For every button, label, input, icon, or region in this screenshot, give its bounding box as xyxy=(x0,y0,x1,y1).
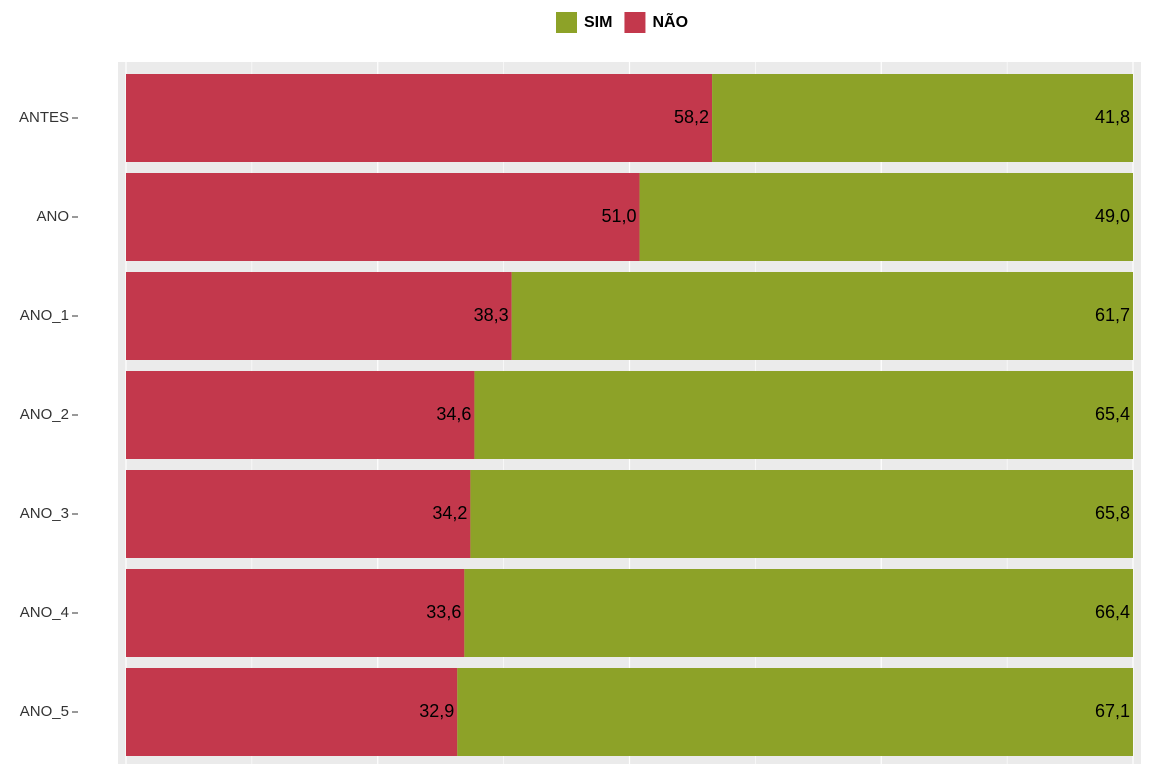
y-tick-label: ANO xyxy=(36,208,69,225)
value-label: 34,2 xyxy=(432,503,467,523)
bar-segment xyxy=(126,470,471,558)
value-label: 65,8 xyxy=(1095,503,1130,523)
bar-segment xyxy=(474,371,1133,459)
bar-segment xyxy=(126,272,512,360)
bar-segment xyxy=(126,371,475,459)
value-label: 51,0 xyxy=(602,206,637,226)
bar-segment xyxy=(126,668,458,756)
bar-segment xyxy=(457,668,1134,756)
bar-segment xyxy=(639,173,1133,261)
value-label: 33,6 xyxy=(426,602,461,622)
value-label: 65,4 xyxy=(1095,404,1130,424)
bar-segment xyxy=(712,74,1133,162)
legend-label: SIM xyxy=(584,14,612,31)
value-label: 66,4 xyxy=(1095,602,1130,622)
value-label: 58,2 xyxy=(674,107,709,127)
legend-swatch xyxy=(556,12,577,33)
y-tick-label: ANO_2 xyxy=(20,406,69,423)
bar-segment xyxy=(126,569,465,657)
value-label: 41,8 xyxy=(1095,107,1130,127)
legend-swatch xyxy=(624,12,646,33)
value-label: 32,9 xyxy=(419,701,454,721)
value-label: 34,6 xyxy=(436,404,471,424)
value-label: 49,0 xyxy=(1095,206,1130,226)
bar-segment xyxy=(126,74,713,162)
bar-segment xyxy=(511,272,1133,360)
y-tick-label: ANO_1 xyxy=(20,307,69,324)
value-label: 61,7 xyxy=(1095,305,1130,325)
bar-segment xyxy=(470,470,1133,558)
bar-segment xyxy=(464,569,1133,657)
y-tick-label: ANO_5 xyxy=(20,703,69,720)
legend-label: NÃO xyxy=(652,11,688,31)
y-tick-label: ANO_3 xyxy=(20,505,69,522)
y-tick-label: ANO_4 xyxy=(20,604,69,621)
value-label: 67,1 xyxy=(1095,701,1130,721)
y-tick-label: ANTES xyxy=(19,109,69,126)
bar-segment xyxy=(126,173,640,261)
value-label: 38,3 xyxy=(474,305,509,325)
